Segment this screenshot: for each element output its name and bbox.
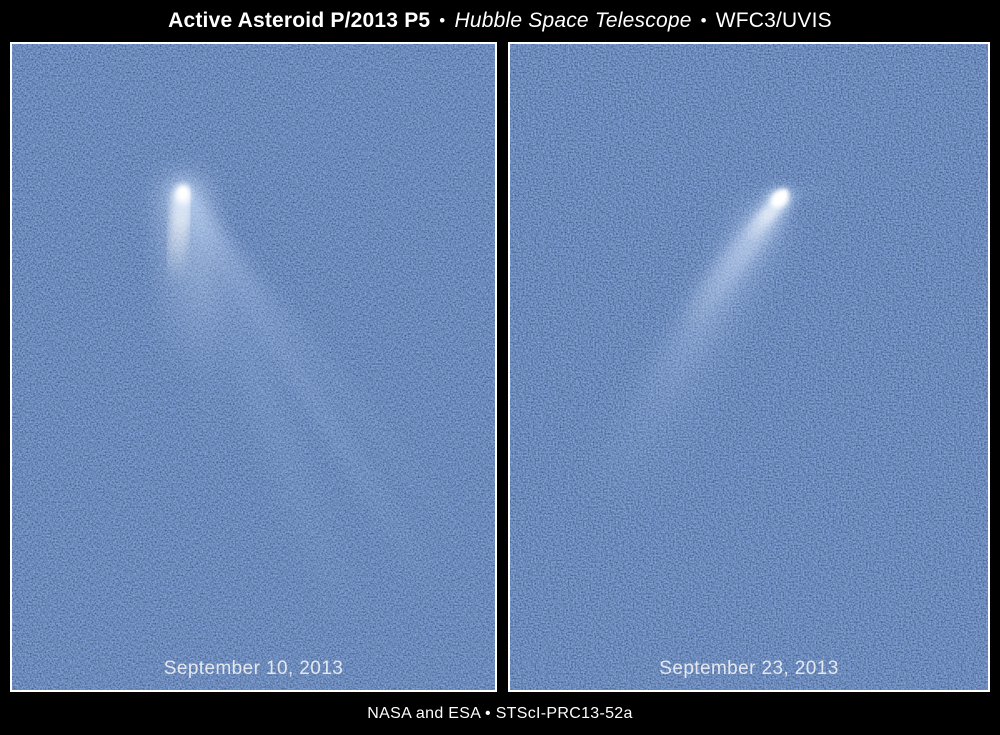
dust-tail-sept23 xyxy=(568,181,848,545)
nucleus-sept23 xyxy=(756,178,804,218)
panel-september-23: September 23, 2013 xyxy=(508,42,990,692)
credit-bar: NASA and ESA • STScI-PRC13-52a xyxy=(0,692,1000,735)
nucleus-sept10 xyxy=(161,169,205,221)
title-bar: Active Asteroid P/2013 P5 • Hubble Space… xyxy=(0,0,1000,42)
title-telescope-name: Hubble Space Telescope xyxy=(454,9,692,32)
asteroid-image-september-23 xyxy=(510,44,988,690)
credit-text: NASA and ESA • STScI-PRC13-52a xyxy=(367,704,633,722)
bullet-separator-icon: • xyxy=(700,11,707,30)
title-instrument-name: WFC3/UVIS xyxy=(715,9,832,32)
date-caption: September 10, 2013 xyxy=(163,658,344,679)
panel-september-10: September 10, 2013 xyxy=(10,42,497,692)
date-caption: September 23, 2013 xyxy=(659,658,839,679)
asteroid-image-september-10 xyxy=(12,44,495,690)
bullet-separator-icon: • xyxy=(439,11,446,30)
title-object-name: Active Asteroid P/2013 P5 xyxy=(168,9,431,32)
